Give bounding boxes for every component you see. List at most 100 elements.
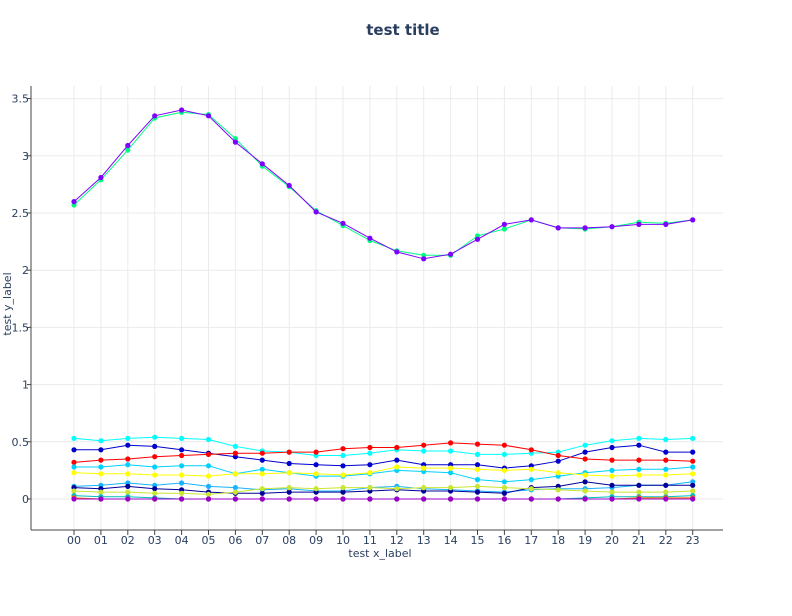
data-point: [582, 479, 588, 485]
series-group: [71, 462, 696, 485]
data-point: [125, 456, 131, 462]
data-point: [179, 435, 185, 441]
data-point: [394, 486, 400, 492]
data-point: [152, 443, 158, 449]
x-tick-label: 01: [94, 534, 108, 547]
data-point: [205, 113, 212, 119]
data-point: [98, 496, 104, 502]
data-point: [367, 485, 373, 491]
data-point: [609, 224, 615, 230]
data-point: [313, 462, 319, 468]
data-point: [663, 457, 669, 463]
y-tick-label: 2.5: [12, 207, 30, 220]
x-tick-label: 03: [148, 534, 162, 547]
data-point: [448, 485, 454, 491]
data-point: [555, 452, 561, 459]
data-point: [663, 472, 669, 478]
data-point: [205, 473, 212, 479]
data-point: [179, 490, 185, 496]
data-point: [286, 182, 292, 189]
data-point: [609, 467, 615, 473]
data-point: [690, 488, 696, 494]
data-point: [501, 451, 507, 457]
data-point: [179, 496, 185, 502]
data-point: [663, 449, 669, 455]
data-point: [582, 449, 588, 455]
data-point: [690, 464, 696, 470]
series-group: [71, 493, 696, 502]
data-point: [125, 462, 131, 468]
data-point: [690, 458, 696, 464]
data-point: [690, 471, 696, 477]
data-point: [690, 449, 696, 455]
chart-title: test title: [366, 21, 439, 39]
data-point: [259, 466, 265, 472]
data-point: [528, 477, 534, 483]
data-point: [340, 496, 346, 502]
data-point: [609, 457, 615, 463]
y-axis-title: test y_label: [1, 272, 14, 335]
data-point: [394, 444, 400, 451]
data-point: [125, 142, 131, 149]
data-point: [179, 472, 185, 478]
axes: [30, 86, 723, 531]
data-point: [71, 435, 77, 441]
series-line: [73, 111, 693, 256]
data-point: [340, 463, 346, 469]
data-point: [555, 458, 561, 464]
x-tick-label: 09: [309, 534, 323, 547]
data-point: [259, 486, 265, 492]
data-point: [421, 496, 427, 502]
data-point: [179, 463, 185, 469]
data-point: [501, 467, 507, 473]
data-point: [448, 470, 454, 476]
data-point: [555, 487, 561, 493]
x-tick-label: 17: [524, 534, 538, 547]
data-point: [367, 444, 373, 451]
series-group: [71, 107, 696, 262]
data-point: [313, 486, 319, 492]
data-point: [340, 452, 346, 459]
y-tick-label: 1.5: [12, 321, 30, 334]
data-point: [394, 249, 400, 255]
data-point: [636, 496, 642, 502]
data-point: [98, 457, 104, 463]
x-tick-label: 20: [605, 534, 619, 547]
data-point: [582, 225, 588, 231]
data-point: [448, 448, 454, 454]
data-point: [636, 482, 642, 488]
x-tick-label: 22: [659, 534, 673, 547]
data-point: [690, 435, 696, 441]
data-point: [528, 466, 534, 472]
data-point: [313, 496, 319, 502]
data-point: [690, 496, 696, 502]
x-tick-label: 23: [686, 534, 700, 547]
data-point: [501, 496, 507, 502]
data-point: [179, 452, 185, 459]
data-point: [448, 496, 454, 502]
data-point: [125, 496, 131, 502]
data-point: [501, 490, 507, 496]
data-point: [259, 161, 265, 167]
data-point: [152, 454, 158, 460]
data-point: [474, 236, 481, 242]
data-point: [474, 496, 481, 502]
data-point: [448, 465, 454, 471]
series-line: [74, 444, 693, 469]
data-point: [609, 444, 615, 451]
data-point: [636, 472, 642, 478]
data-point: [340, 220, 346, 226]
data-point: [71, 488, 77, 494]
x-tick-label: 12: [390, 534, 404, 547]
data-point: [98, 489, 104, 495]
x-tick-label: 13: [417, 534, 431, 547]
data-point: [474, 477, 481, 483]
data-point: [421, 448, 427, 454]
series-group: [71, 442, 696, 471]
series-line: [73, 442, 693, 463]
y-tick-label: 0.5: [12, 436, 30, 449]
x-axis-title: test x_label: [348, 547, 411, 560]
data-point: [528, 217, 534, 223]
data-point: [582, 488, 588, 494]
data-point: [474, 451, 481, 457]
